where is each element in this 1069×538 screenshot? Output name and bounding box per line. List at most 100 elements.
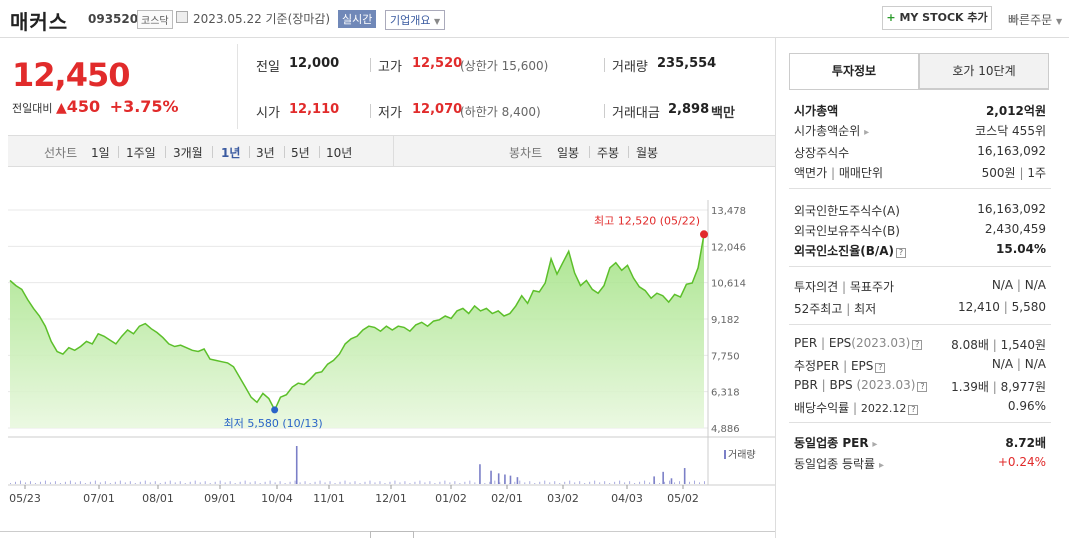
x-tick-label: 11/01	[313, 492, 345, 505]
tab-daily[interactable]: 일봉	[557, 146, 580, 160]
low-label: 저가	[378, 106, 402, 121]
volume-bar	[659, 483, 661, 484]
volume-bar	[199, 482, 201, 484]
help-icon[interactable]: ?	[908, 405, 919, 415]
tab-monthly[interactable]: 월봉	[636, 146, 659, 160]
volume-bar	[259, 483, 261, 484]
volume-bar	[209, 483, 211, 484]
tab-1d[interactable]: 1일	[91, 146, 110, 160]
x-tick-label: 10/04	[261, 492, 293, 505]
volume-bar	[79, 481, 81, 484]
volume-bar	[599, 482, 601, 484]
volume-bar	[574, 482, 576, 484]
opinion-row: 투자의견 | 목표주가 N/A | N/A	[794, 278, 1046, 298]
plus-icon: +	[886, 11, 896, 24]
y-tick-label: 13,478	[711, 206, 746, 217]
divider	[628, 146, 629, 158]
add-mystock-button[interactable]: + MY STOCK 추가	[882, 6, 992, 30]
help-icon[interactable]: ?	[896, 248, 907, 258]
price-area	[10, 234, 704, 428]
volume-bar	[339, 481, 341, 484]
industry-rate-row[interactable]: 동일업종 등락률 ▸ +0.24%	[794, 455, 1046, 475]
volume-bar	[694, 480, 696, 484]
volume-bar	[404, 481, 406, 484]
est-per-label: 추정PER | EPS?	[794, 357, 886, 374]
volume-bar	[679, 481, 681, 484]
company-overview-button[interactable]: 기업개요 ▼	[385, 10, 446, 30]
volume-bar	[134, 483, 136, 484]
divider	[789, 324, 1051, 325]
volume-bar	[549, 482, 551, 484]
volume-bar	[609, 483, 611, 484]
tab-1w[interactable]: 1주일	[126, 146, 156, 160]
tab-1y[interactable]: 1년	[221, 146, 241, 160]
par-value: 500원 | 1주	[981, 166, 1046, 180]
divider	[249, 146, 250, 158]
y-tick-label: 10,614	[711, 279, 746, 290]
quick-order-label: 빠른주문	[1008, 13, 1053, 27]
help-icon[interactable]: ?	[875, 363, 886, 373]
price-chart[interactable]: 13,478 12,046 10,614 9,182 7,750 6,318 4,886 0…	[0, 180, 775, 510]
x-tick-label: 05/02	[667, 492, 699, 505]
volume-bar	[349, 482, 351, 484]
volume-bar	[234, 483, 236, 484]
help-icon[interactable]: ?	[912, 340, 923, 350]
realtime-button[interactable]: 실시간	[338, 10, 377, 28]
industry-per-row[interactable]: 동일업종 PER ▸ 8.72배	[794, 434, 1046, 454]
volume-bar	[34, 483, 36, 484]
volume-bar	[309, 483, 311, 484]
tab-3y[interactable]: 3년	[256, 146, 275, 160]
mcap-rank-row[interactable]: 시가총액순위 ▸ 코스닥 455위	[794, 122, 1046, 142]
volume-bar	[124, 482, 126, 484]
volume-bar	[624, 482, 626, 484]
volume-bar	[164, 481, 166, 484]
x-tick-label: 02/01	[491, 492, 523, 505]
chart-scroll-handle[interactable]	[370, 531, 414, 538]
add-mystock-label: MY STOCK 추가	[899, 11, 988, 24]
x-tick-label: 12/01	[375, 492, 407, 505]
tab-investment-info[interactable]: 투자정보	[789, 53, 919, 89]
volume-bar	[584, 483, 586, 484]
foreign-limit-label: 외국인한도주식수(A)	[794, 204, 900, 218]
volume-bar	[224, 482, 226, 484]
candle-chart-label: 봉차트	[509, 146, 543, 160]
current-price: 12,450	[12, 56, 130, 94]
x-tick-label: 08/01	[142, 492, 174, 505]
volume-bar	[314, 481, 316, 484]
quick-order-button[interactable]: 빠른주문 ▼	[1008, 11, 1062, 28]
tab-5y[interactable]: 5년	[291, 146, 310, 160]
volume-bar	[384, 483, 386, 484]
divider	[212, 146, 213, 158]
high-marker	[700, 230, 708, 239]
volume-bar	[284, 483, 286, 484]
dividend-row: 배당수익률 | 2022.12? 0.96%	[794, 399, 1046, 419]
tab-weekly[interactable]: 주봉	[597, 146, 620, 160]
volume-bar	[295, 446, 298, 484]
tab-order-book[interactable]: 호가 10단계	[919, 53, 1049, 89]
volume-bar	[454, 481, 456, 484]
volume-bar	[639, 481, 641, 484]
low-annotation: 최저 5,580 (10/13)	[224, 417, 323, 430]
low-value: 12,070	[412, 102, 463, 117]
foreign-hold-value: 2,430,459	[984, 222, 1046, 236]
volume-bar	[69, 480, 71, 484]
volume-bar	[299, 482, 301, 484]
tab-10y[interactable]: 10년	[326, 146, 353, 160]
help-icon[interactable]: ?	[917, 382, 928, 392]
volume-bar	[89, 481, 91, 484]
volume-bar	[449, 482, 451, 484]
volume-bar	[539, 481, 541, 484]
volume-bar	[334, 483, 336, 484]
high-label: 고가	[378, 60, 402, 75]
divider	[165, 146, 166, 158]
volume-bar	[379, 481, 381, 484]
volume-bar	[409, 483, 411, 484]
volume-bar	[664, 481, 666, 484]
volume-bar	[619, 480, 621, 484]
amount-unit: 백만	[711, 106, 735, 121]
tab-3m[interactable]: 3개월	[173, 146, 203, 160]
volume-bar	[109, 483, 111, 484]
y-tick-label: 4,886	[711, 424, 740, 435]
divider	[319, 146, 320, 158]
volume-bar	[269, 480, 271, 484]
